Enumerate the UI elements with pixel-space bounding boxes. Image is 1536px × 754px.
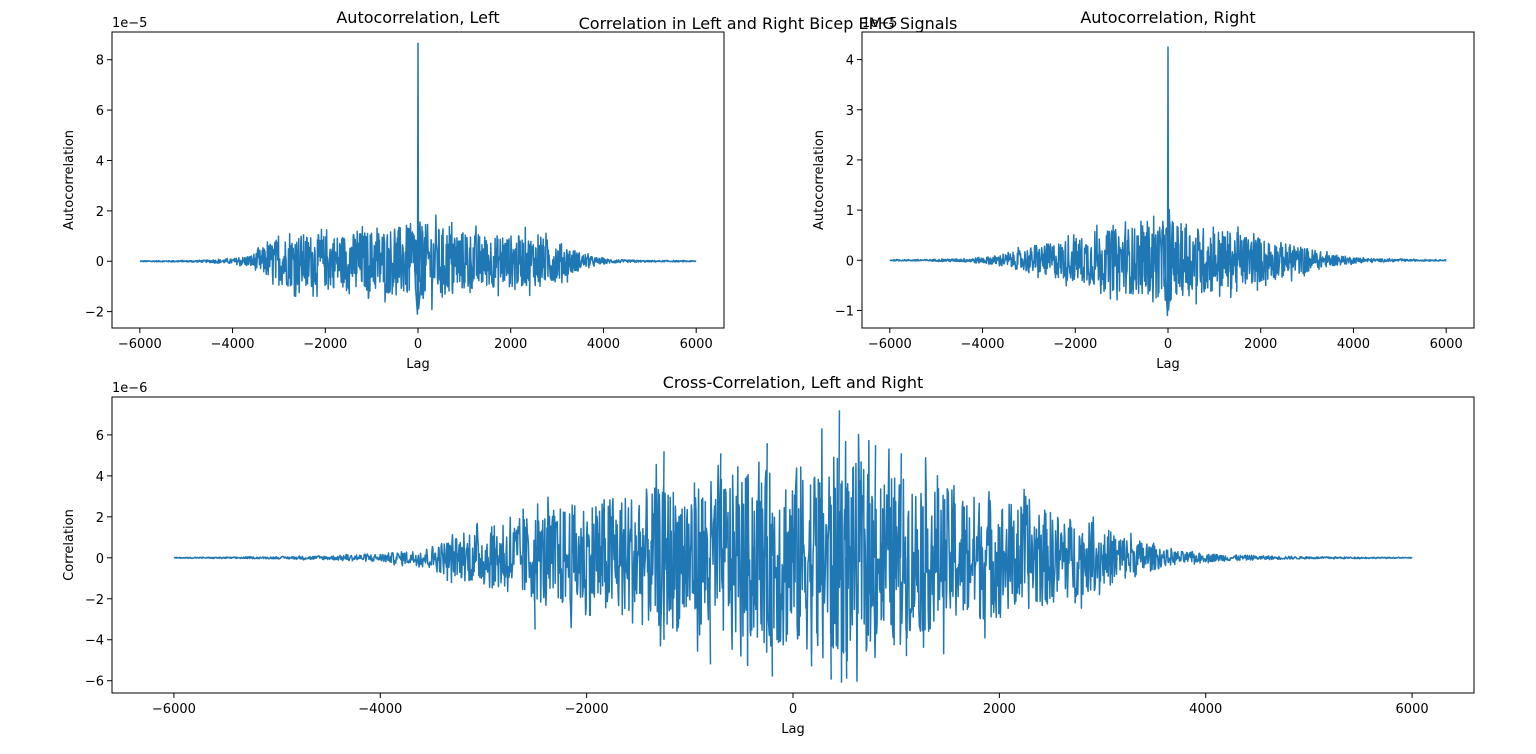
y-tick-label: 0 [96, 552, 104, 567]
y-tick-label: −4 [85, 634, 104, 649]
axis-offset-text: 1e−6 [112, 381, 147, 396]
y-tick-label: 0 [846, 254, 854, 269]
spike [809, 557, 813, 667]
x-tick-label: −2000 [303, 337, 347, 352]
y-tick-label: 3 [846, 104, 854, 119]
chart-title: Autocorrelation, Left [336, 8, 499, 27]
x-axis-label: Lag [1156, 357, 1179, 372]
y-tick-label: 0 [96, 255, 104, 270]
chart-title: Cross-Correlation, Left and Right [663, 373, 924, 392]
spike [770, 557, 774, 677]
axis-offset-text: 1e−5 [862, 16, 897, 31]
spike [533, 557, 536, 630]
spike [904, 557, 908, 657]
x-axis-label: Lag [781, 722, 804, 737]
y-tick-label: 1 [846, 204, 854, 219]
y-tick-label: 4 [96, 154, 104, 169]
x-tick-label: 4000 [1337, 337, 1370, 352]
x-tick-label: 2000 [1244, 337, 1277, 352]
y-axis-label: Correlation [62, 509, 77, 581]
x-tick-label: 0 [1164, 337, 1172, 352]
figure-suptitle: Correlation in Left and Right Bicep EMG … [579, 14, 958, 33]
spike [899, 453, 903, 558]
chart-title: Autocorrelation, Right [1080, 8, 1255, 27]
spike [662, 451, 665, 558]
x-tick-label: −4000 [961, 337, 1005, 352]
spike [662, 557, 665, 640]
x-tick-label: 6000 [680, 337, 713, 352]
spike [765, 443, 768, 558]
x-tick-label: 0 [414, 337, 422, 352]
spike [708, 557, 712, 665]
x-tick-label: −4000 [211, 337, 255, 352]
y-tick-label: −2 [85, 306, 104, 321]
spike [719, 453, 722, 558]
chart-autocorrelation-left: Autocorrelation, Left −6000 −4000 −2000 0 200… [62, 8, 725, 372]
y-tick-label: −6 [85, 675, 104, 690]
y-tick-label: 4 [846, 54, 854, 69]
y-tick-label: 8 [96, 54, 104, 69]
central-peak [1161, 46, 1175, 317]
x-tick-label: −4000 [358, 702, 402, 717]
chart-autocorrelation-right: Autocorrelation, Right−6000 −4000 −2000 0 20… [812, 8, 1475, 372]
y-tick-label: 6 [96, 429, 104, 444]
x-tick-label: 6000 [1396, 702, 1429, 717]
y-tick-label: 2 [96, 511, 104, 526]
central-peak [411, 42, 425, 315]
x-tick-label: −2000 [1053, 337, 1097, 352]
chart-cross-correlation: Cross-Correlation, Left and Right −6000 −4… [62, 373, 1475, 737]
x-tick-label: 4000 [587, 337, 620, 352]
x-tick-label: 2000 [494, 337, 527, 352]
y-tick-label: −2 [85, 593, 104, 608]
y-axis-label: Autocorrelation [62, 130, 77, 230]
y-tick-label: 4 [96, 470, 104, 485]
spike [845, 557, 848, 679]
x-tick-label: −2000 [565, 702, 609, 717]
y-tick-label: 2 [96, 205, 104, 220]
axis-offset-text: 1e−5 [112, 16, 147, 31]
x-tick-label: −6000 [118, 337, 162, 352]
y-tick-label: 6 [96, 104, 104, 119]
x-tick-label: −6000 [868, 337, 912, 352]
x-tick-label: 4000 [1189, 702, 1222, 717]
spike [873, 445, 877, 558]
x-tick-label: 0 [789, 702, 797, 717]
x-tick-label: 2000 [983, 702, 1016, 717]
y-tick-label: 2 [846, 154, 854, 169]
x-tick-label: 6000 [1430, 337, 1463, 352]
x-tick-label: −6000 [152, 702, 196, 717]
spike [829, 557, 832, 680]
y-axis-label: Autocorrelation [812, 130, 827, 230]
spike [837, 410, 841, 558]
series-line [173, 428, 1413, 683]
y-tick-label: −1 [835, 304, 854, 319]
x-axis-label: Lag [406, 357, 429, 372]
